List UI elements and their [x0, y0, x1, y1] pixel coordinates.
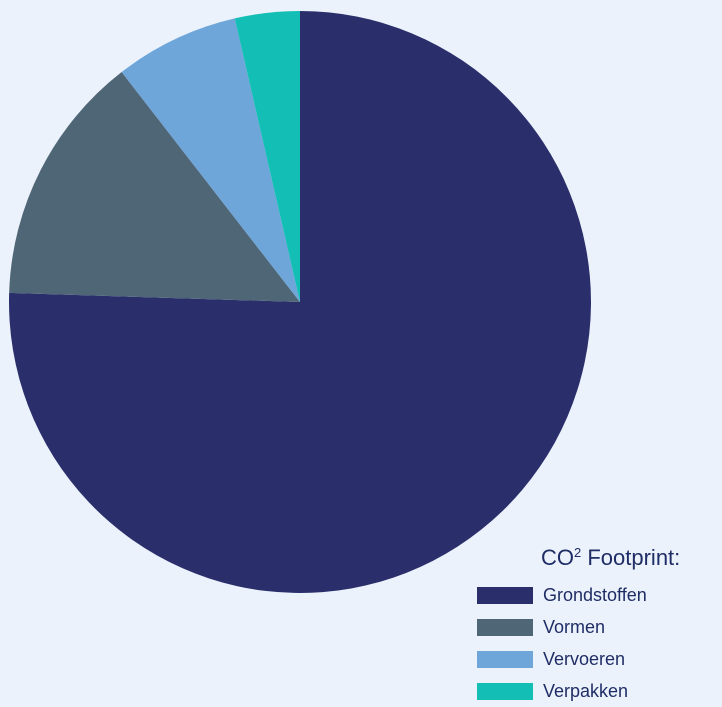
pie-slice-vervoeren [121, 18, 300, 302]
pie-slice-verpakken [234, 11, 300, 302]
legend-title-main: CO [541, 545, 574, 570]
legend-title-rest: Footprint: [581, 545, 681, 570]
legend-swatch-verpakken [477, 682, 533, 700]
legend-item-grondstoffen: Grondstoffen [477, 579, 717, 611]
legend-item-verpakken: Verpakken [477, 675, 717, 707]
legend-label-vervoeren: Vervoeren [543, 649, 626, 669]
legend-label-vormen: Vormen [543, 617, 606, 637]
pie-slices [8, 11, 591, 593]
legend-swatch-vormen [477, 618, 533, 636]
legend-label-verpakken: Verpakken [543, 681, 629, 701]
legend-item-vervoeren: Vervoeren [477, 643, 717, 675]
legend: CO2 Footprint: Grondstoffen Vormen Vervo… [477, 544, 717, 707]
pie-slice-vormen [9, 72, 300, 302]
legend-label-grondstoffen: Grondstoffen [543, 585, 647, 605]
legend-swatch-vervoeren [477, 650, 533, 668]
legend-item-vormen: Vormen [477, 611, 717, 643]
legend-title: CO2 Footprint: [541, 544, 717, 572]
pie-slice-grondstoffen [8, 11, 591, 593]
legend-swatch-grondstoffen [477, 586, 533, 604]
legend-title-superscript: 2 [574, 545, 582, 560]
